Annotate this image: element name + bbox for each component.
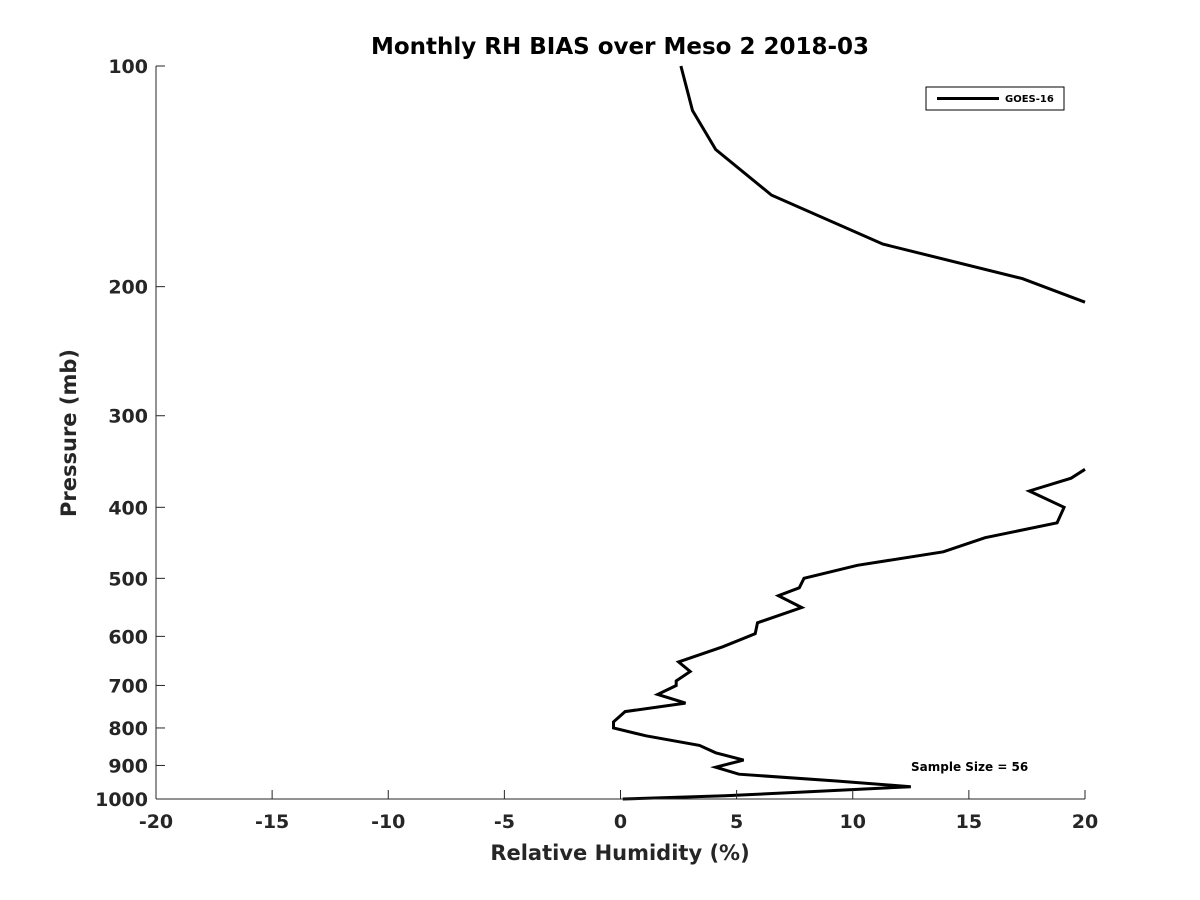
x-tick-label: -5 (494, 811, 515, 833)
series-line-goes-16-segment-1 (679, 65, 1086, 304)
y-axis-label: Pressure (mb) (57, 349, 81, 517)
legend: GOES-16 (925, 86, 1065, 111)
x-tick-label: 0 (614, 811, 627, 833)
x-tick-label: -15 (255, 811, 289, 833)
x-axis-label: Relative Humidity (%) (490, 841, 749, 865)
x-axis-ticks: -20 -15 -10 -5 0 5 10 15 20 (139, 790, 1098, 833)
legend-label-goes-16: GOES-16 (1005, 94, 1054, 105)
chart-title: Monthly RH BIAS over Meso 2 2018-03 (371, 34, 869, 60)
y-tick-label: 600 (108, 626, 148, 648)
y-tick-label: 800 (108, 718, 148, 740)
series-line-goes-16-segment-2 (612, 468, 1086, 801)
y-tick-label: 700 (108, 675, 148, 697)
x-tick-label: 15 (956, 811, 982, 833)
x-tick-label: -20 (139, 811, 173, 833)
x-tick-label: 20 (1072, 811, 1098, 833)
y-tick-label: 400 (108, 497, 148, 519)
plot-series (612, 65, 1086, 801)
axes (155, 66, 1085, 800)
x-tick-label: 5 (730, 811, 743, 833)
y-tick-label: 1000 (95, 789, 148, 811)
y-tick-label: 200 (108, 277, 148, 299)
y-tick-label: 500 (108, 568, 148, 590)
y-tick-label: 100 (108, 56, 148, 78)
y-tick-label: 900 (108, 755, 148, 777)
x-tick-label: 10 (840, 811, 866, 833)
y-tick-label: 300 (108, 406, 148, 428)
y-axis-ticks: 100 200 300 400 500 600 700 800 900 1000 (95, 56, 165, 811)
x-tick-label: -10 (371, 811, 405, 833)
sample-size-annotation: Sample Size = 56 (911, 760, 1028, 774)
